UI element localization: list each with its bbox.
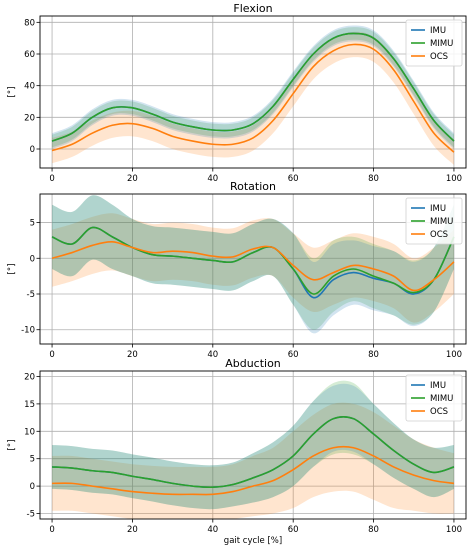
abduction-legend-label-mimu: MIMU <box>430 394 453 404</box>
flexion-xtick-label-20: 20 <box>127 174 138 184</box>
abduction-xtick-label-100: 100 <box>446 525 462 535</box>
flexion-band-ocs <box>52 31 454 165</box>
rotation-band-ocs <box>52 213 454 323</box>
abduction-xlabel: gait cycle [%] <box>224 536 282 546</box>
rotation-xtick-label-100: 100 <box>446 350 462 360</box>
rotation-title: Rotation <box>230 180 276 193</box>
abduction-band-imu <box>52 383 454 510</box>
rotation-plot-area <box>51 195 455 334</box>
abduction-axes-frame <box>39 370 467 520</box>
flexion-title: Flexion <box>233 2 272 15</box>
rotation-line-ocs <box>51 241 455 292</box>
abduction-ytick-label--5: -5 <box>27 510 35 520</box>
flexion-legend-label-mimu: MIMU <box>430 39 453 49</box>
abduction-ylabel: [°] <box>7 440 17 451</box>
rotation-panel: 0 20 40 60 80 100 -10 -5 0 5 Rotation [°] IMU MIMU OCS <box>7 180 467 360</box>
abduction-panel: 0 20 40 60 80 100 -5 0 5 10 15 20 Abduction [°] gait c… <box>7 357 467 546</box>
abduction-xtick-label-20: 20 <box>127 525 138 535</box>
flexion-xtick-label-0: 0 <box>49 174 54 184</box>
abduction-xtick-label-60: 60 <box>288 525 299 535</box>
rotation-legend: IMU MIMU OCS <box>405 197 463 245</box>
flexion-ytick-label-40: 40 <box>24 82 35 92</box>
rotation-legend-label-imu: IMU <box>430 204 446 214</box>
abduction-band-ocs <box>52 402 454 519</box>
flexion-xtick-label-40: 40 <box>207 174 218 184</box>
flexion-plot-area <box>51 25 455 165</box>
abduction-xtick-label-40: 40 <box>207 525 218 535</box>
flexion-ylabel: [°] <box>7 87 17 98</box>
rotation-axes-frame <box>39 193 467 345</box>
abduction-line-ocs <box>52 445 455 496</box>
rotation-ytick-label--5: -5 <box>27 290 35 300</box>
abduction-legend-box <box>405 374 463 422</box>
abduction-title: Abduction <box>225 357 281 370</box>
flexion-legend-label-ocs: OCS <box>430 52 448 62</box>
rotation-xtick-label-20: 20 <box>127 350 138 360</box>
abduction-ytick-label-15: 15 <box>24 400 35 410</box>
abduction-ytick-label-0: 0 <box>30 482 35 492</box>
rotation-xtick-label-0: 0 <box>49 350 54 360</box>
abduction-ytick-label-20: 20 <box>24 372 35 382</box>
flexion-legend: IMU MIMU OCS <box>405 19 463 67</box>
flexion-legend-label-imu: IMU <box>430 26 446 36</box>
rotation-xtick-label-80: 80 <box>368 350 379 360</box>
rotation-ylabel: [°] <box>7 264 17 275</box>
flexion-xtick-label-60: 60 <box>288 174 299 184</box>
rotation-legend-label-mimu: MIMU <box>430 217 453 227</box>
abduction-xtick-label-80: 80 <box>368 525 379 535</box>
flexion-ytick-label-20: 20 <box>24 113 35 123</box>
flexion-legend-box <box>405 19 463 67</box>
rotation-line-mimu <box>51 226 455 295</box>
rotation-ytick-label--10: -10 <box>21 326 35 336</box>
flexion-ytick-label-0: 0 <box>30 145 35 155</box>
abduction-line-mimu <box>52 415 455 489</box>
abduction-ytick-label-5: 5 <box>30 455 35 465</box>
flexion-xtick-label-100: 100 <box>446 174 462 184</box>
rotation-legend-box <box>405 197 463 245</box>
flexion-band-mimu <box>52 27 454 148</box>
flexion-ytick-label-80: 80 <box>24 18 35 28</box>
rotation-band-imu <box>52 195 454 334</box>
flexion-ytick-label-60: 60 <box>24 50 35 60</box>
flexion-line-ocs <box>51 43 455 153</box>
rotation-ytick-label-0: 0 <box>30 254 35 264</box>
abduction-legend-label-ocs: OCS <box>430 407 448 417</box>
abduction-legend-label-imu: IMU <box>430 381 446 391</box>
flexion-axes-frame <box>39 15 467 169</box>
rotation-legend-label-ocs: OCS <box>430 230 448 240</box>
abduction-xtick-label-0: 0 <box>49 525 54 535</box>
rotation-band-mimu <box>52 195 454 330</box>
flexion-panel: 0 20 40 60 80 100 0 20 40 60 80 Flexion [°] IMU MIMU OC… <box>7 2 467 184</box>
flexion-xtick-label-80: 80 <box>368 174 379 184</box>
flexion-line-mimu <box>51 32 455 142</box>
abduction-plot-area <box>52 380 455 519</box>
abduction-legend: IMU MIMU OCS <box>405 374 463 422</box>
abduction-ytick-label-10: 10 <box>24 427 35 437</box>
rotation-xtick-label-60: 60 <box>288 350 299 360</box>
flexion-band-imu <box>52 25 454 149</box>
abduction-band-mimu <box>52 380 454 510</box>
rotation-xtick-label-40: 40 <box>207 350 218 360</box>
rotation-ytick-label-5: 5 <box>30 219 35 229</box>
